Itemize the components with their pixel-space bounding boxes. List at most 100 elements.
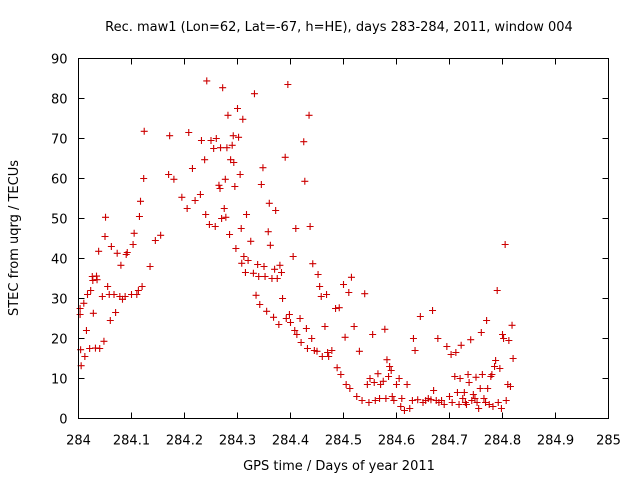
- data-point: [165, 171, 173, 178]
- data-point: [387, 367, 395, 374]
- data-point: [505, 337, 513, 344]
- data-point: [382, 395, 390, 402]
- data-point: [196, 191, 204, 198]
- data-point: [488, 371, 496, 378]
- data-point: [324, 349, 332, 356]
- data-point: [473, 399, 481, 406]
- data-point: [212, 135, 220, 142]
- data-point: [265, 199, 273, 207]
- data-point: [275, 321, 283, 328]
- data-point: [332, 305, 340, 312]
- data-point: [222, 213, 230, 221]
- data-point: [347, 273, 355, 281]
- data-point: [440, 401, 448, 408]
- data-point: [325, 353, 333, 360]
- data-point: [459, 395, 467, 402]
- data-point: [289, 253, 297, 260]
- data-point: [397, 403, 405, 410]
- data-point: [257, 181, 265, 188]
- x-tick-label: 284.5: [325, 434, 362, 449]
- data-point: [211, 223, 219, 230]
- data-point: [254, 261, 262, 268]
- data-point: [328, 347, 336, 354]
- data-point: [500, 335, 508, 342]
- data-point: [438, 397, 446, 404]
- data-point: [237, 225, 245, 232]
- data-point: [134, 287, 142, 294]
- data-point: [231, 183, 239, 190]
- x-tick-label: 284.6: [378, 434, 415, 449]
- data-point: [395, 375, 403, 382]
- data-point: [297, 339, 305, 346]
- data-point: [414, 396, 422, 404]
- data-point: [317, 293, 325, 300]
- data-point: [381, 325, 389, 333]
- data-point: [121, 293, 129, 300]
- data-point: [100, 337, 108, 345]
- data-point: [483, 317, 491, 324]
- data-point: [205, 221, 213, 228]
- data-point: [260, 263, 268, 270]
- data-point: [81, 353, 89, 360]
- data-point: [434, 335, 442, 342]
- chart-title: Rec. maw1 (Lon=62, Lat=-67, h=HE), days …: [105, 20, 573, 35]
- data-point: [256, 301, 264, 308]
- data-point: [489, 403, 497, 410]
- data-point: [113, 249, 121, 257]
- data-point: [239, 115, 247, 123]
- data-point: [451, 373, 459, 380]
- data-point: [282, 315, 290, 322]
- y-tick-label: 40: [51, 253, 68, 268]
- data-point: [185, 129, 193, 136]
- data-point: [485, 401, 493, 408]
- data-point: [477, 329, 485, 336]
- data-point: [321, 323, 329, 330]
- data-point: [291, 327, 299, 334]
- x-tick-label: 284.3: [219, 434, 256, 449]
- data-point: [455, 401, 463, 408]
- data-point: [508, 321, 516, 329]
- data-point: [277, 269, 285, 276]
- data-point: [340, 281, 347, 288]
- data-point: [369, 331, 377, 338]
- data-point: [76, 305, 84, 312]
- data-point: [255, 273, 263, 280]
- data-point: [501, 241, 509, 248]
- data-point: [218, 215, 226, 222]
- data-point: [270, 313, 278, 321]
- data-point: [264, 228, 272, 236]
- data-point: [191, 197, 199, 204]
- data-point: [273, 275, 281, 282]
- data-point: [346, 385, 354, 392]
- data-point: [314, 271, 322, 278]
- data-point: [226, 231, 234, 238]
- data-point: [502, 397, 510, 404]
- data-point: [370, 379, 378, 386]
- data-point: [271, 265, 279, 273]
- data-point: [137, 197, 145, 205]
- data-point: [224, 111, 232, 119]
- data-point: [476, 385, 484, 392]
- data-point: [123, 249, 131, 256]
- x-tick-label: 285: [596, 434, 621, 449]
- data-point: [80, 299, 88, 307]
- data-point: [230, 159, 238, 166]
- data-point: [303, 345, 311, 352]
- data-point: [89, 277, 97, 284]
- data-point: [252, 291, 260, 299]
- data-point: [318, 353, 326, 360]
- data-point: [249, 269, 257, 277]
- data-point: [429, 307, 437, 314]
- data-point: [309, 260, 317, 268]
- data-point: [447, 351, 455, 358]
- data-point: [446, 393, 453, 400]
- data-point: [203, 77, 211, 85]
- data-point: [300, 138, 308, 146]
- data-point: [202, 211, 210, 218]
- x-tick-label: 284.9: [537, 434, 574, 449]
- data-point: [95, 247, 103, 255]
- data-point: [379, 377, 387, 385]
- data-point: [82, 327, 90, 334]
- x-tick-label: 284.8: [484, 434, 521, 449]
- y-tick-labels: 0 10 20 30 40 50 60 70 80 90: [51, 53, 68, 428]
